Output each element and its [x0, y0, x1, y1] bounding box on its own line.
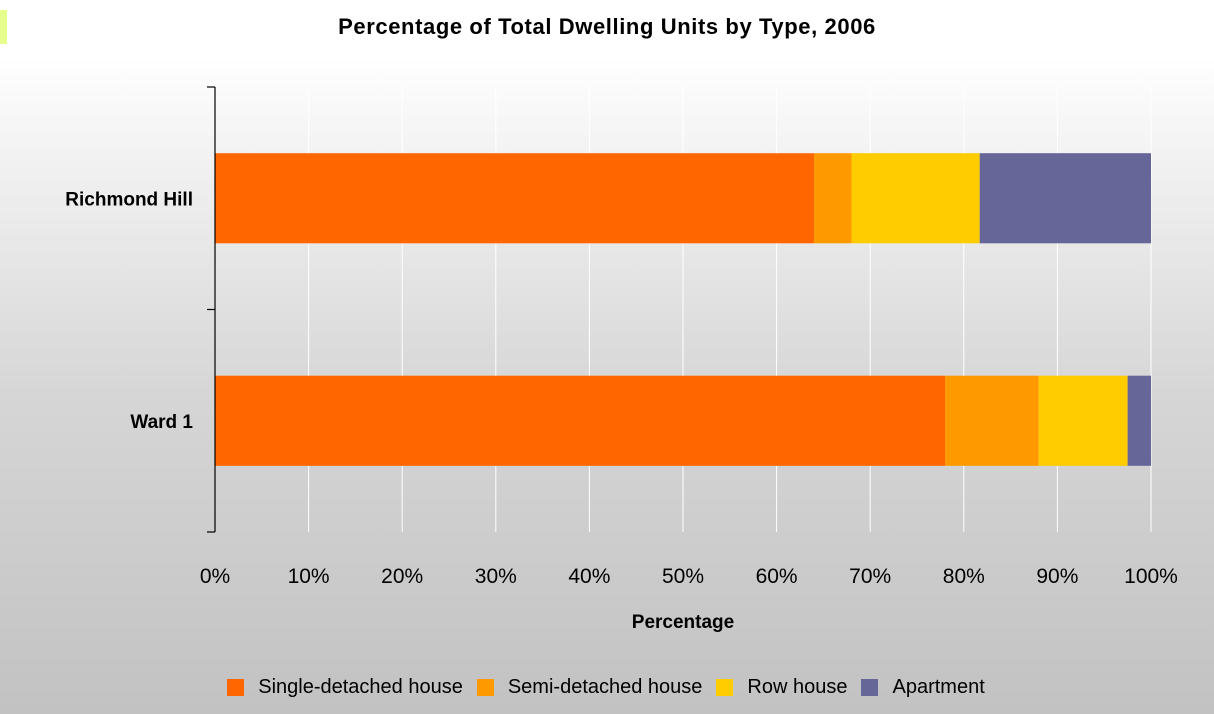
category-label: Ward 1	[130, 412, 193, 433]
legend-swatch	[227, 679, 245, 696]
bars	[215, 153, 1151, 466]
x-tick-label: 40%	[568, 565, 610, 588]
x-tick-label: 30%	[475, 565, 517, 588]
legend-item: Semi-detached house	[476, 676, 703, 699]
legend-item: Apartment	[861, 676, 985, 699]
bar-segment	[1127, 375, 1151, 466]
legend-label: Single-detached house	[258, 676, 463, 698]
x-axis-title: Percentage	[632, 612, 734, 633]
chart-title: Percentage of Total Dwelling Units by Ty…	[338, 14, 876, 39]
bar-segment	[851, 153, 980, 244]
legend-item: Row house	[716, 676, 847, 699]
legend-swatch	[861, 679, 879, 696]
x-tick-label: 60%	[756, 565, 798, 588]
x-tick-label: 70%	[849, 565, 891, 588]
legend-swatch	[716, 679, 734, 696]
x-tick-label: 90%	[1036, 565, 1078, 588]
category-label: Richmond Hill	[65, 189, 193, 210]
x-tick-labels: 0% 10% 20% 30% 40% 50% 60% 70% 80% 90% 100%	[200, 565, 1178, 588]
x-tick-label: 10%	[288, 565, 330, 588]
legend-label: Apartment	[892, 676, 985, 698]
bar-segment	[814, 153, 852, 244]
accent-strip	[0, 10, 7, 44]
bar-segment	[1038, 375, 1128, 466]
x-tick-label: 100%	[1124, 565, 1178, 588]
legend: Single-detached house Semi-detached house…	[0, 676, 1214, 699]
bar-segment	[945, 375, 1039, 466]
legend-label: Semi-detached house	[507, 676, 703, 698]
category-labels: Richmond Hill Ward 1	[65, 189, 193, 433]
bar-segment	[215, 375, 946, 466]
x-tick-label: 80%	[943, 565, 985, 588]
legend-swatch	[476, 679, 494, 696]
x-tick-label: 20%	[381, 565, 423, 588]
x-tick-label: 50%	[662, 565, 704, 588]
axis	[207, 86, 216, 533]
bar-segment	[215, 153, 815, 244]
legend-item: Single-detached house	[227, 676, 463, 699]
legend-label: Row house	[747, 676, 848, 698]
bar-segment	[979, 153, 1151, 244]
x-tick-label: 0%	[200, 565, 230, 588]
